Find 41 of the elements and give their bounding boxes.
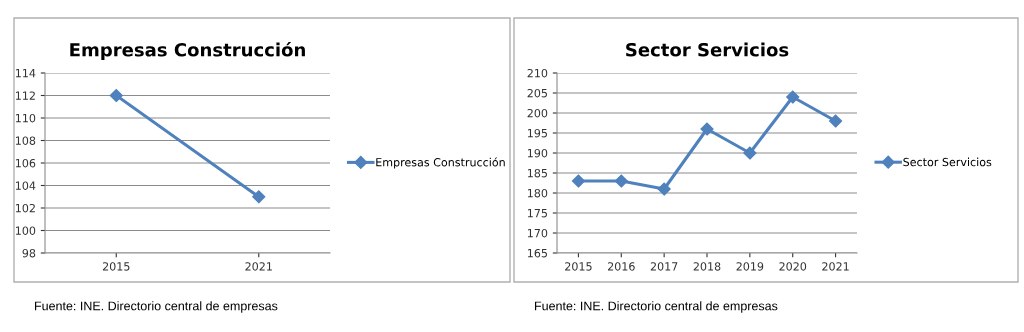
y-tick-label: 104 bbox=[15, 181, 36, 190]
y-tick-label: 102 bbox=[15, 203, 35, 213]
y-tick-label: 185 bbox=[527, 168, 547, 178]
y-tick-label: 165 bbox=[527, 248, 547, 258]
source-note: Fuente: INE. Directorio central de empresas bbox=[535, 301, 778, 313]
point bbox=[571, 174, 586, 188]
x-tick-label: 2015 bbox=[102, 262, 130, 271]
chart-title: Empresas Construcción bbox=[70, 41, 305, 61]
y-tick-label: 195 bbox=[527, 128, 547, 138]
y-tick-label: 205 bbox=[527, 88, 547, 98]
y-tick-label: 106 bbox=[15, 158, 36, 168]
x-tick-label: 2021 bbox=[245, 262, 272, 271]
y-tick-label: 190 bbox=[527, 148, 548, 158]
y-tick-label: 175 bbox=[527, 209, 547, 218]
x-tick-label: 2018 bbox=[693, 262, 721, 271]
point bbox=[828, 114, 843, 128]
source-note: Fuente: INE. Directorio central de empresas bbox=[35, 301, 278, 313]
x-tick-label: 2020 bbox=[779, 262, 807, 271]
x-tick-label: 2016 bbox=[607, 262, 635, 271]
y-tick-label: 108 bbox=[15, 136, 36, 145]
legend-label: Sector Servicios bbox=[903, 157, 992, 167]
y-tick-label: 170 bbox=[527, 228, 548, 238]
point bbox=[786, 90, 800, 104]
y-tick-label: 110 bbox=[15, 113, 36, 123]
y-tick-label: 98 bbox=[22, 248, 36, 258]
y-tick-label: 100 bbox=[15, 226, 36, 235]
y-tick-label: 112 bbox=[15, 91, 35, 100]
x-tick-label: 2015 bbox=[565, 262, 592, 271]
legend-label: Empresas Construcción bbox=[376, 157, 505, 169]
x-tick-label: 2019 bbox=[736, 262, 764, 271]
x-tick-label: 2017 bbox=[650, 262, 678, 271]
y-tick-label: 180 bbox=[527, 188, 548, 198]
chart-title: Sector Servicios bbox=[626, 42, 789, 57]
point bbox=[700, 122, 714, 136]
point bbox=[657, 182, 671, 196]
x-tick-label: 2021 bbox=[822, 262, 849, 271]
y-tick-label: 200 bbox=[527, 108, 548, 118]
point bbox=[614, 174, 628, 188]
y-tick-label: 210 bbox=[527, 68, 548, 78]
y-tick-label: 114 bbox=[15, 69, 36, 78]
point bbox=[743, 146, 757, 160]
